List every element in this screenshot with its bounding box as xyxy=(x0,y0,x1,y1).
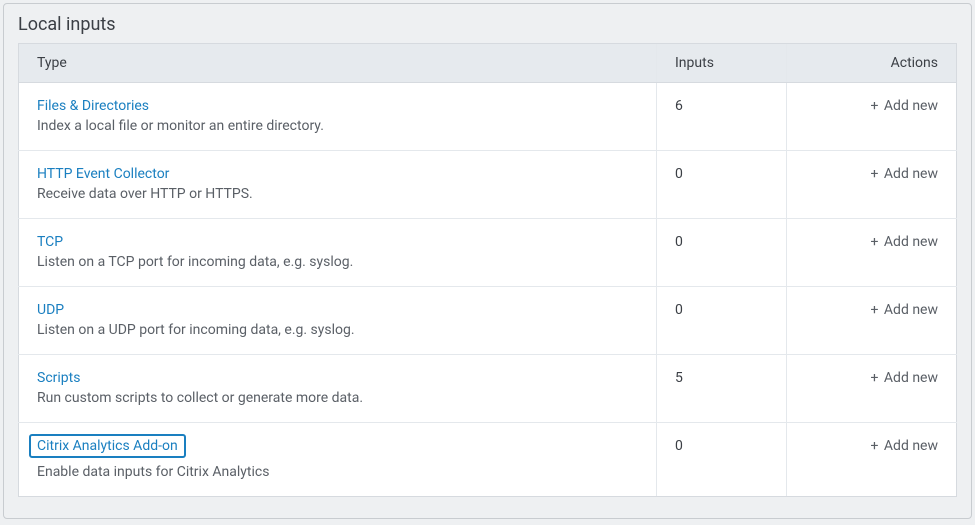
add-new-button[interactable]: + Add new xyxy=(871,302,939,318)
input-type-link[interactable]: UDP xyxy=(37,302,64,318)
input-type-description: Enable data inputs for Citrix Analytics xyxy=(37,464,638,480)
table-row: Citrix Analytics Add-on Enable data inpu… xyxy=(19,423,957,497)
table-wrap: Type Inputs Actions Files & Directories … xyxy=(4,43,971,511)
add-new-button[interactable]: + Add new xyxy=(871,98,939,114)
input-count: 0 xyxy=(675,166,683,182)
input-count: 0 xyxy=(675,302,683,318)
table-row: TCP Listen on a TCP port for incoming da… xyxy=(19,219,957,287)
input-count: 0 xyxy=(675,234,683,250)
input-type-description: Receive data over HTTP or HTTPS. xyxy=(37,186,638,202)
plus-icon: + xyxy=(871,98,879,114)
add-new-label: Add new xyxy=(880,302,938,318)
add-new-label: Add new xyxy=(880,98,938,114)
add-new-button[interactable]: + Add new xyxy=(871,166,939,182)
plus-icon: + xyxy=(871,234,879,250)
input-type-description: Index a local file or monitor an entire … xyxy=(37,118,638,134)
header-row: Type Inputs Actions xyxy=(19,44,957,83)
plus-icon: + xyxy=(871,438,879,454)
input-type-description: Listen on a UDP port for incoming data, … xyxy=(37,322,638,338)
input-type-description: Run custom scripts to collect or generat… xyxy=(37,390,638,406)
plus-icon: + xyxy=(871,302,879,318)
input-type-link[interactable]: Scripts xyxy=(37,370,80,386)
input-count: 0 xyxy=(675,438,683,454)
add-new-button[interactable]: + Add new xyxy=(871,234,939,250)
table-row: HTTP Event Collector Receive data over H… xyxy=(19,151,957,219)
add-new-label: Add new xyxy=(880,166,938,182)
add-new-button[interactable]: + Add new xyxy=(871,438,939,454)
col-header-actions[interactable]: Actions xyxy=(787,44,957,83)
add-new-label: Add new xyxy=(880,438,938,454)
col-header-type[interactable]: Type xyxy=(19,44,657,83)
add-new-button[interactable]: + Add new xyxy=(871,370,939,386)
input-type-description: Listen on a TCP port for incoming data, … xyxy=(37,254,638,270)
plus-icon: + xyxy=(871,370,879,386)
plus-icon: + xyxy=(871,166,879,182)
table-row: Scripts Run custom scripts to collect or… xyxy=(19,355,957,423)
input-type-link[interactable]: HTTP Event Collector xyxy=(37,166,169,182)
table-row: Files & Directories Index a local file o… xyxy=(19,83,957,151)
add-new-label: Add new xyxy=(880,370,938,386)
input-type-link[interactable]: TCP xyxy=(37,234,63,250)
panel-title: Local inputs xyxy=(4,4,971,43)
input-count: 5 xyxy=(675,370,683,386)
add-new-label: Add new xyxy=(880,234,938,250)
input-count: 6 xyxy=(675,98,683,114)
inputs-table: Type Inputs Actions Files & Directories … xyxy=(18,43,957,497)
local-inputs-panel: Local inputs Type Inputs Actions Files &… xyxy=(3,3,972,519)
input-type-link[interactable]: Citrix Analytics Add-on xyxy=(29,434,186,458)
col-header-inputs[interactable]: Inputs xyxy=(657,44,787,83)
table-row: UDP Listen on a UDP port for incoming da… xyxy=(19,287,957,355)
input-type-link[interactable]: Files & Directories xyxy=(37,98,149,114)
